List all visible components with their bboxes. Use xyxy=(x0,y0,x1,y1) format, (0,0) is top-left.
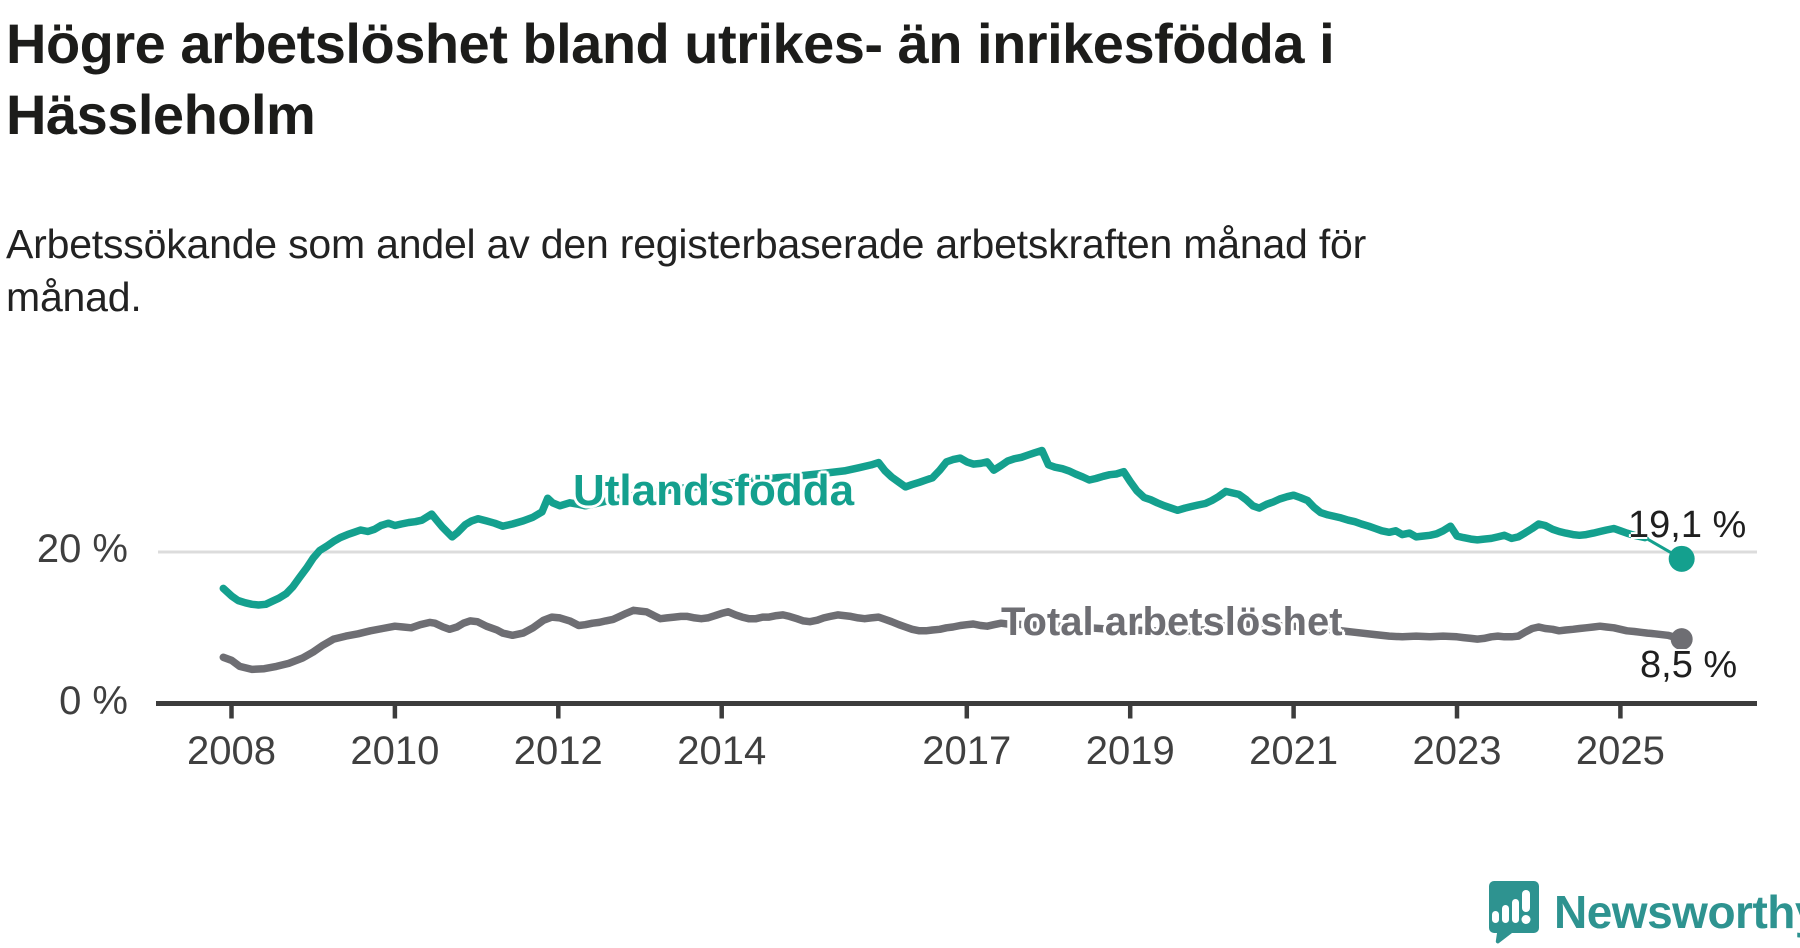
end-value-label-utlandsfodda: 19,1 % xyxy=(1628,504,1747,546)
x-tick-label-2012: 2012 xyxy=(514,729,603,773)
x-tick-label-2019: 2019 xyxy=(1086,729,1175,773)
series-label-total-arbetsloshet: Total arbetslöshet xyxy=(1001,600,1343,644)
x-axis: 2008 2010 2012 2014 2017 2019 2021 2023 2025 xyxy=(156,701,1757,773)
title-line-1: Högre arbetslöshet bland utrikes- än inr… xyxy=(6,12,1335,75)
end-dot-0 xyxy=(1668,545,1695,572)
x-tick-label-2025: 2025 xyxy=(1576,729,1665,773)
x-tick-label-2021: 2021 xyxy=(1249,729,1338,773)
x-tick-label-2010: 2010 xyxy=(350,729,439,773)
chart-subtitle: Arbetssökande som andel av den registerb… xyxy=(6,218,1366,324)
page-title: Högre arbetslöshet bland utrikes- än inr… xyxy=(6,8,1335,150)
end-point-dots xyxy=(1668,545,1695,651)
end-value-label-total: 8,5 % xyxy=(1640,644,1738,686)
title-line-2: Hässleholm xyxy=(6,83,316,146)
x-tick-label-2014: 2014 xyxy=(677,729,766,773)
newsworthy-logo-text: Newsworthy xyxy=(1554,886,1800,938)
series-line-1 xyxy=(219,606,1686,674)
newsworthy-logo: Newsworthy xyxy=(1482,880,1800,944)
x-tick-label-2023: 2023 xyxy=(1413,729,1502,773)
end-dot-1 xyxy=(1670,628,1693,651)
newsworthy-logo-icon xyxy=(1489,881,1539,944)
y-axis-tick-label-0: 0 % xyxy=(59,679,128,723)
series-label-utlandsfodda: Utlandsfödda xyxy=(573,466,855,515)
subtitle-line-2: månad. xyxy=(6,274,142,320)
series-line-0 xyxy=(219,446,1649,609)
y-axis-tick-label-20: 20 % xyxy=(36,527,128,571)
subtitle-line-1: Arbetssökande som andel av den registerb… xyxy=(6,221,1367,267)
x-tick-label-2008: 2008 xyxy=(187,729,276,773)
data-series-lines xyxy=(219,446,1686,674)
x-tick-label-2017: 2017 xyxy=(922,729,1011,773)
